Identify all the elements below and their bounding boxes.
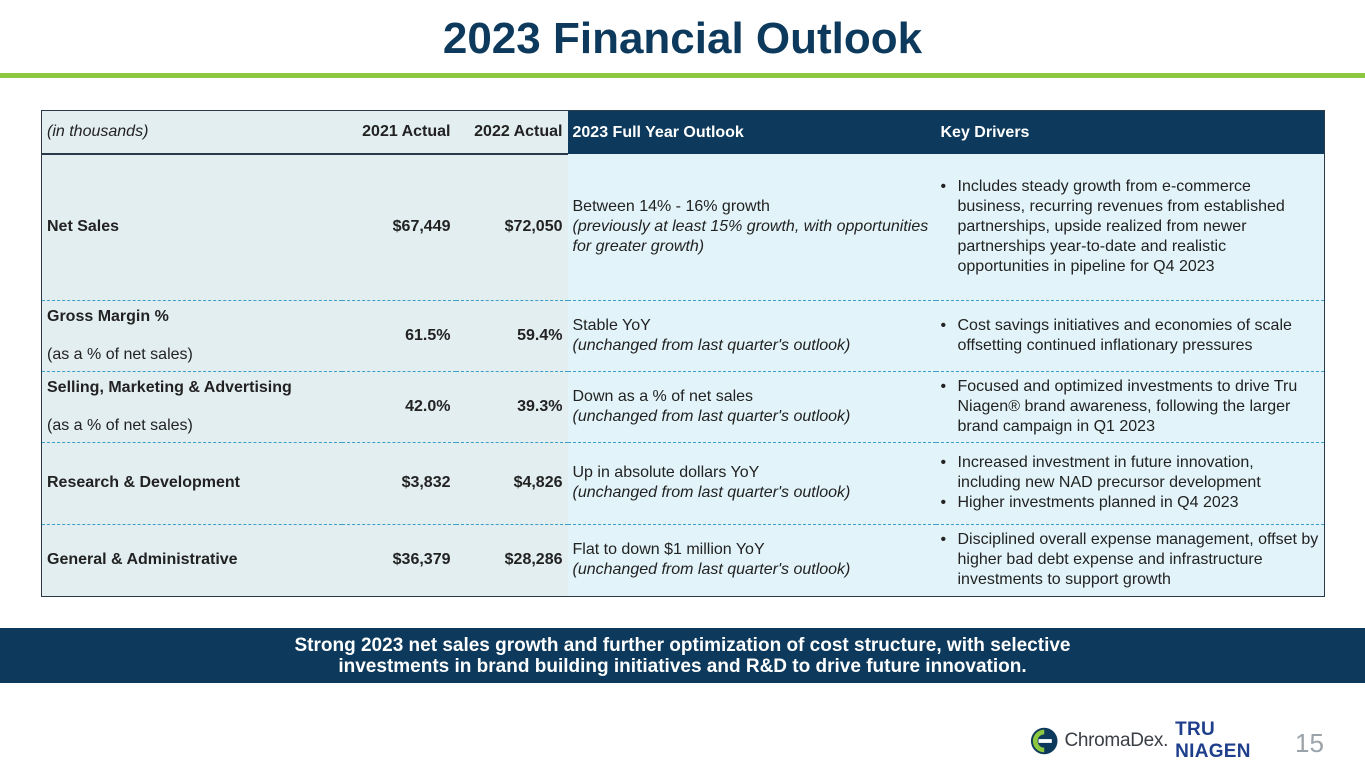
outlook-note: (previously at least 15% growth, with op… xyxy=(572,217,929,255)
value-2022: $4,826 xyxy=(455,442,568,525)
drivers-cell: Includes steady growth from e-commerce b… xyxy=(935,154,1325,301)
value-2021: 42.0% xyxy=(341,371,456,443)
chromadex-logo-icon xyxy=(1030,727,1058,755)
value-2022: 39.3% xyxy=(455,371,568,443)
value-2022: $72,050 xyxy=(455,154,568,301)
outlook-cell: Flat to down $1 million YoY (unchanged f… xyxy=(567,524,936,596)
summary-banner: Strong 2023 net sales growth and further… xyxy=(0,628,1365,683)
banner-line-2: investments in brand building initiative… xyxy=(338,655,1027,677)
row-sublabel: (as a % of net sales) xyxy=(47,345,193,363)
page-number: 15 xyxy=(1295,728,1324,758)
outlook-text: Stable YoY xyxy=(572,316,651,334)
row-label: Research & Development xyxy=(41,442,342,525)
outlook-note: (unchanged from last quarter's outlook) xyxy=(572,484,851,501)
outlook-cell: Between 14% - 16% growth (previously at … xyxy=(567,154,936,301)
outlook-text: Flat to down $1 million YoY xyxy=(572,541,765,558)
value-2022: $28,286 xyxy=(455,524,568,596)
driver-bullet: Includes steady growth from e-commerce b… xyxy=(941,177,1320,277)
logo-product-text: TRU NIAGEN xyxy=(1175,719,1251,762)
company-logo: ChromaDex. TRU NIAGEN xyxy=(1030,719,1290,762)
row-label: Selling, Marketing & Advertising (as a %… xyxy=(41,371,342,443)
header-2023-outlook: 2023 Full Year Outlook xyxy=(567,110,936,154)
drivers-cell: Disciplined overall expense management, … xyxy=(935,524,1325,596)
outlook-text: Up in absolute dollars YoY xyxy=(572,464,760,481)
value-2022: 59.4% xyxy=(455,300,568,372)
table-row-net-sales: Net Sales $67,449 $72,050 Between 14% - … xyxy=(41,154,1325,301)
row-label: General & Administrative xyxy=(41,524,342,596)
banner-line-1: Strong 2023 net sales growth and further… xyxy=(294,634,1071,656)
outlook-note: (unchanged from last quarter's outlook) xyxy=(572,561,851,578)
table-row-gross-margin: Gross Margin % (as a % of net sales) 61.… xyxy=(41,300,1325,372)
driver-bullet: Focused and optimized investments to dri… xyxy=(941,377,1320,437)
row-label: Net Sales xyxy=(41,154,342,301)
drivers-cell: Focused and optimized investments to dri… xyxy=(935,371,1325,443)
outlook-table: (in thousands) 2021 Actual 2022 Actual 2… xyxy=(41,110,1325,597)
header-key-drivers: Key Drivers xyxy=(935,110,1325,154)
header-2021-actual: 2021 Actual xyxy=(341,110,456,155)
table-row-general-admin: General & Administrative $36,379 $28,286… xyxy=(41,524,1325,596)
drivers-cell: Cost savings initiatives and economies o… xyxy=(935,300,1325,372)
driver-bullet: Increased investment in future innovatio… xyxy=(941,453,1320,493)
title-underline xyxy=(0,73,1365,78)
drivers-cell: Increased investment in future innovatio… xyxy=(935,442,1325,525)
value-2021: 61.5% xyxy=(341,300,456,372)
outlook-cell: Stable YoY (unchanged from last quarter'… xyxy=(567,300,936,372)
value-2021: $36,379 xyxy=(341,524,456,596)
outlook-cell: Down as a % of net sales (unchanged from… xyxy=(567,371,936,443)
value-2021: $3,832 xyxy=(341,442,456,525)
outlook-text: Down as a % of net sales xyxy=(572,387,754,405)
outlook-text: Between 14% - 16% growth xyxy=(572,197,770,215)
logo-brand-text: ChromaDex. xyxy=(1064,730,1169,751)
driver-bullet: Cost savings initiatives and economies o… xyxy=(941,316,1320,356)
driver-bullet: Higher investments planned in Q4 2023 xyxy=(941,493,1320,513)
outlook-cell: Up in absolute dollars YoY (unchanged fr… xyxy=(567,442,936,525)
driver-bullet: Disciplined overall expense management, … xyxy=(941,530,1320,590)
row-label: Gross Margin % (as a % of net sales) xyxy=(41,300,342,372)
table-header-row: (in thousands) 2021 Actual 2022 Actual 2… xyxy=(41,110,1325,155)
header-2022-actual: 2022 Actual xyxy=(455,110,568,155)
slide-title: 2023 Financial Outlook xyxy=(442,14,923,63)
outlook-note: (unchanged from last quarter's outlook) xyxy=(572,336,851,354)
outlook-note: (unchanged from last quarter's outlook) xyxy=(572,407,851,425)
header-units: (in thousands) xyxy=(41,110,342,155)
table-row-selling-marketing: Selling, Marketing & Advertising (as a %… xyxy=(41,371,1325,443)
table-row-research-development: Research & Development $3,832 $4,826 Up … xyxy=(41,442,1325,525)
value-2021: $67,449 xyxy=(341,154,456,301)
row-sublabel: (as a % of net sales) xyxy=(47,416,193,434)
